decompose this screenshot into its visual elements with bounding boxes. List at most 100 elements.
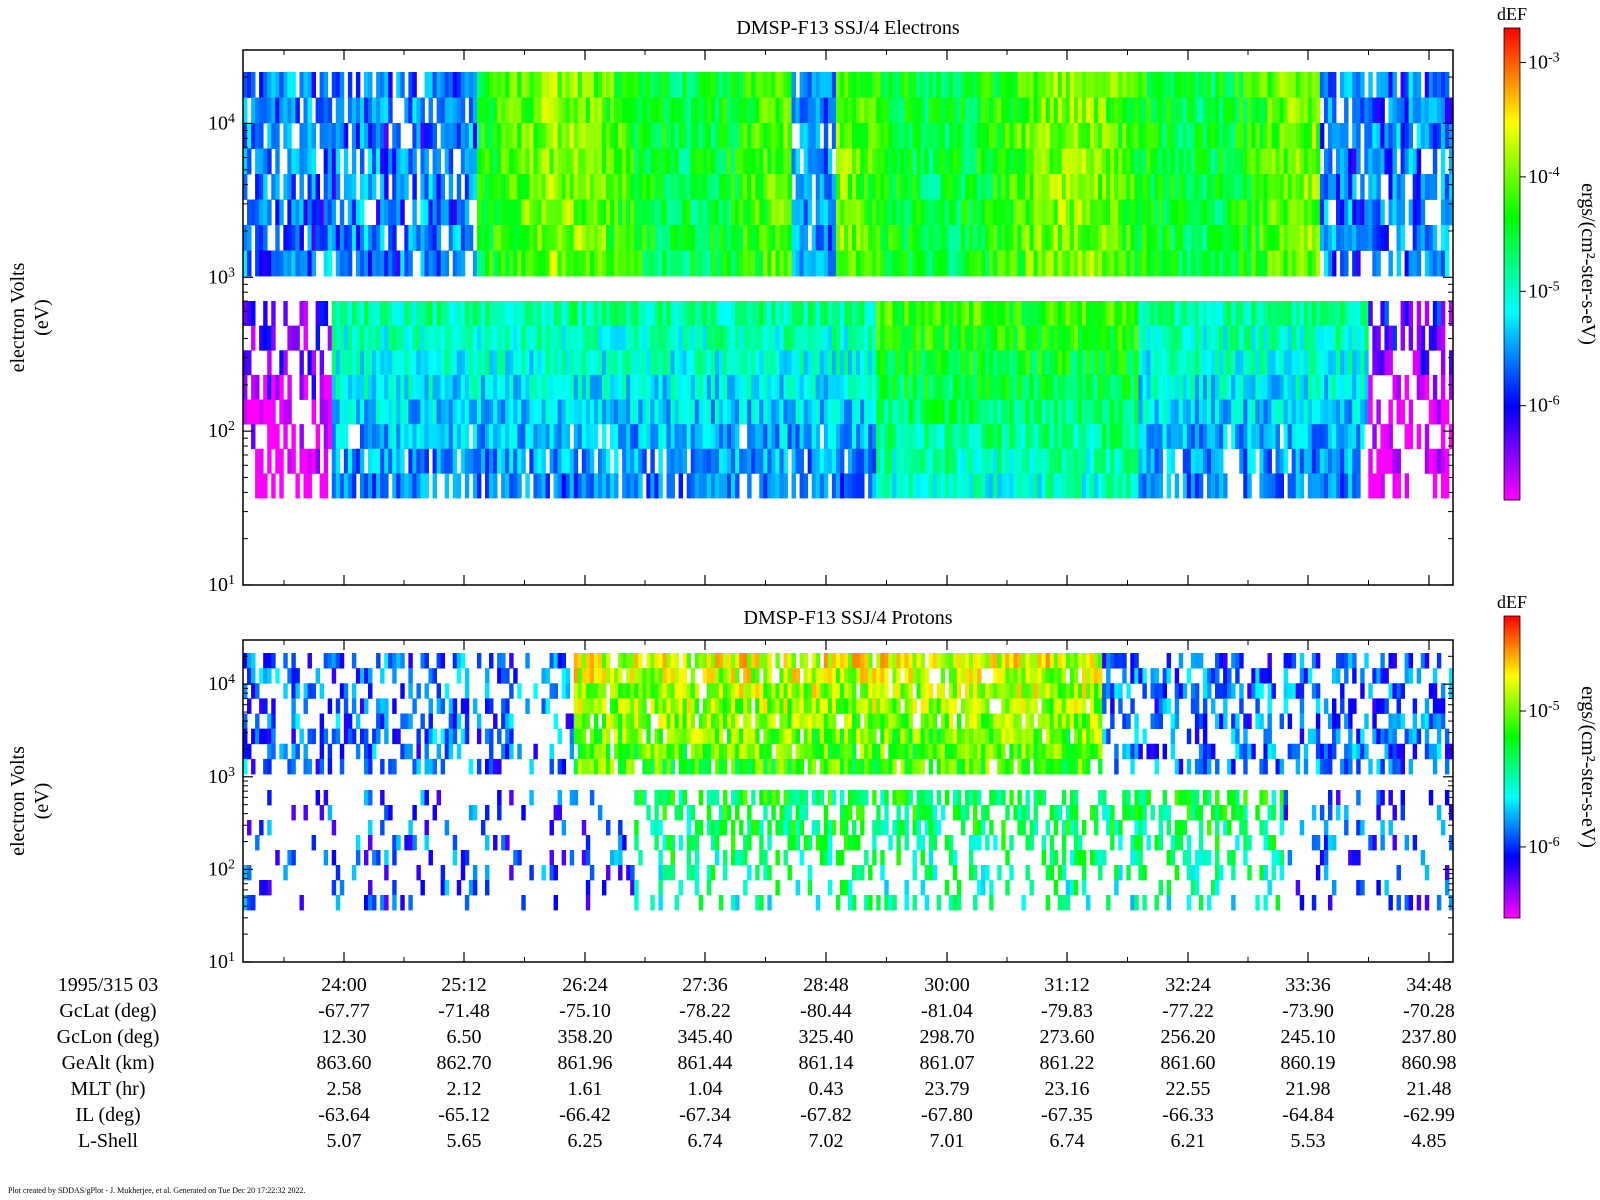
spectrogram-cell: [815, 123, 821, 149]
spectrogram-cell: [424, 123, 429, 149]
spectrogram-cell: [577, 743, 583, 760]
spectrogram-cell: [1315, 225, 1321, 251]
spectrogram-cell: [323, 97, 329, 124]
spectrogram-cell: [815, 148, 821, 175]
spectrogram-cell: [1174, 473, 1180, 499]
spectrogram-cell: [658, 743, 663, 760]
spectrogram-cell: [1211, 448, 1216, 474]
spectrogram-cell: [589, 698, 595, 714]
spectrogram-cell: [593, 758, 599, 775]
spectrogram-cell: [811, 350, 817, 376]
spectrogram-cell: [642, 698, 647, 714]
spectrogram-cell: [767, 424, 772, 450]
spectrogram-cell: [876, 301, 881, 327]
spectrogram-cell: [710, 448, 716, 474]
spectrogram-cell: [884, 325, 889, 351]
spectrogram-cell: [464, 123, 470, 149]
spectrogram-cell: [1356, 199, 1361, 226]
spectrogram-cell: [541, 199, 546, 226]
spectrogram-cell: [388, 325, 393, 351]
spectrogram-cell: [464, 72, 470, 98]
spectrogram-cell: [751, 399, 756, 425]
spectrogram-cell: [1009, 123, 1014, 149]
spectrogram-cell: [287, 174, 292, 200]
spectrogram-cell: [420, 653, 425, 669]
spectrogram-cell: [263, 225, 268, 251]
spectrogram-cell: [626, 225, 631, 251]
spectrogram-cell: [448, 123, 454, 149]
spectrogram-cell: [480, 301, 486, 327]
spectrogram-cell: [448, 713, 454, 730]
spectrogram-cell: [1130, 123, 1135, 149]
spectrogram-cell: [819, 399, 825, 425]
spectrogram-cell: [1307, 174, 1313, 200]
spectrogram-cell: [275, 123, 280, 149]
spectrogram-cell: [1198, 399, 1204, 425]
y-tick-label: 102: [208, 419, 235, 442]
spectrogram-cell: [1340, 250, 1345, 277]
spectrogram-cell: [1098, 473, 1103, 499]
spectrogram-cell: [839, 72, 845, 98]
spectrogram-cell: [1134, 350, 1139, 376]
spectrogram-cell: [1182, 225, 1188, 251]
spectrogram-cell: [710, 399, 716, 425]
spectrogram-cell: [739, 97, 744, 124]
spectrogram-cell: [460, 225, 466, 251]
spectrogram-cell: [1037, 199, 1042, 226]
spectrogram-cell: [1061, 148, 1067, 175]
spectrogram-cell: [384, 713, 389, 730]
spectrogram-cell: [327, 97, 333, 124]
spectrogram-cell: [896, 225, 901, 251]
spectrogram-cell: [343, 683, 349, 699]
spectrogram-cell: [444, 97, 450, 124]
spectrogram-cell: [670, 225, 675, 251]
spectrogram-cell: [1372, 174, 1377, 200]
spectrogram-cell: [460, 448, 466, 474]
spectrogram-cell: [835, 424, 841, 450]
spectrogram-cell: [251, 72, 256, 98]
spectrogram-cell: [993, 424, 998, 450]
spectrogram-cell: [1283, 225, 1289, 251]
spectrogram-cell: [1307, 374, 1313, 400]
spectrogram-cell: [1033, 350, 1038, 376]
spectrogram-cell: [872, 97, 877, 124]
spectrogram-cell: [1098, 199, 1103, 226]
spectrogram-cell: [872, 148, 877, 175]
spectrogram-cell: [243, 225, 248, 251]
spectrogram-cell: [731, 123, 736, 149]
spectrogram-cell: [993, 325, 998, 351]
spectrogram-cell: [1259, 123, 1264, 149]
spectrogram-cell: [1190, 473, 1196, 499]
spectrogram-cell: [1211, 424, 1216, 450]
spectrogram-cell: [585, 97, 591, 124]
spectrogram-cell: [355, 374, 361, 400]
spectrogram-cell: [1154, 325, 1159, 351]
spectrogram-cell: [1102, 174, 1107, 200]
spectrogram-cell: [1287, 72, 1293, 98]
spectrogram-cell: [767, 225, 772, 251]
spectrogram-cell: [989, 199, 994, 226]
spectrogram-cell: [1368, 301, 1373, 327]
spectrogram-cell: [1416, 325, 1422, 351]
spectrogram-cell: [331, 473, 337, 499]
spectrogram-cell: [581, 668, 587, 684]
spectrogram-cell: [731, 250, 736, 277]
spectrogram-cell: [533, 325, 538, 351]
spectrogram-cell: [666, 72, 671, 98]
spectrogram-cell: [1186, 399, 1192, 425]
spectrogram-cell: [916, 123, 921, 149]
spectrogram-cell: [489, 174, 494, 200]
spectrogram-cell: [1005, 199, 1010, 226]
spectrogram-cell: [315, 174, 321, 200]
spectrogram-cell: [1130, 301, 1135, 327]
spectrogram-cell: [694, 473, 700, 499]
spectrogram-cell: [860, 424, 865, 450]
spectrogram-cell: [1037, 72, 1042, 98]
spectrogram-cell: [388, 350, 393, 376]
spectrogram-cell: [412, 350, 417, 376]
spectrogram-cell: [372, 743, 377, 760]
spectrogram-cell: [690, 301, 696, 327]
spectrogram-cell: [702, 148, 708, 175]
spectrogram-cell: [581, 473, 587, 499]
spectrogram-cell: [368, 683, 373, 699]
